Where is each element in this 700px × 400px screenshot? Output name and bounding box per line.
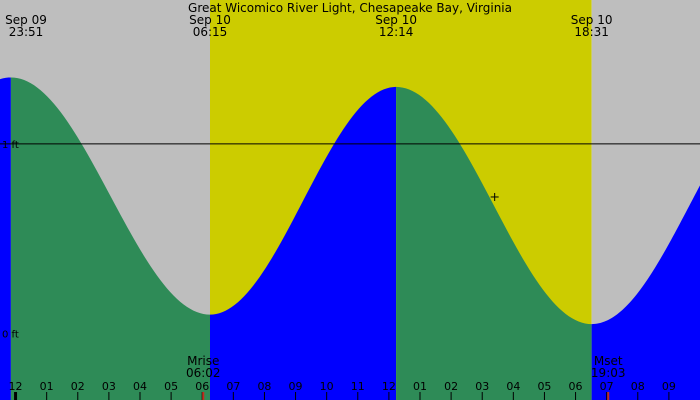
- y-tick-label: 0 ft: [2, 330, 19, 341]
- extreme-date-label: Sep 09: [5, 13, 47, 27]
- falling-tide-segment: [10, 77, 211, 400]
- rising-tide-segment: [591, 185, 700, 400]
- x-tick-label: 06: [195, 380, 209, 393]
- x-tick-label: 08: [631, 380, 645, 393]
- moon-event-label: Mrise: [187, 354, 219, 368]
- x-tick-label: 12: [9, 380, 23, 393]
- rising-tide-segment: [0, 77, 11, 400]
- moon-event-marker: [202, 392, 205, 400]
- x-tick-label: 02: [71, 380, 85, 393]
- x-tick-label: 09: [662, 380, 676, 393]
- y-tick-label: 1 ft: [2, 140, 19, 151]
- x-tick-label: 05: [537, 380, 551, 393]
- x-tick-label: 12: [382, 380, 396, 393]
- moon-event-time: 19:03: [591, 366, 626, 380]
- extreme-date-label: Sep 10: [571, 13, 613, 27]
- x-tick-label: 03: [475, 380, 489, 393]
- chart-header: Great Wicomico River Light, Chesapeake B…: [5, 1, 612, 39]
- current-level-marker: [490, 192, 499, 201]
- extreme-time-label: 23:51: [9, 25, 44, 39]
- chart-title: Great Wicomico River Light, Chesapeake B…: [188, 1, 512, 15]
- x-tick-label: 07: [600, 380, 614, 393]
- x-tick-label: 06: [569, 380, 583, 393]
- extreme-date-label: Sep 10: [375, 13, 417, 27]
- extreme-time-label: 06:15: [193, 25, 228, 39]
- x-tick-label: 04: [133, 380, 147, 393]
- x-tick-label: 01: [413, 380, 427, 393]
- extreme-time-label: 12:14: [379, 25, 414, 39]
- x-tick-label: 04: [506, 380, 520, 393]
- falling-tide-segment: [396, 86, 592, 400]
- y-axis-labels: 1 ft 0 ft: [2, 140, 19, 341]
- moon-event-time: 06:02: [186, 366, 221, 380]
- moon-event-marker: [607, 392, 610, 400]
- x-tick-label: 08: [257, 380, 271, 393]
- moon-event-label: Mset: [594, 354, 623, 368]
- x-axis: 12 01 02 03 04 05 06 07 08 09 10 11 12 01 02 03 04 05 06 07…: [9, 380, 676, 400]
- extreme-time-label: 18:31: [574, 25, 609, 39]
- extreme-date-label: Sep 10: [189, 13, 231, 27]
- rising-tide-segment: [210, 86, 397, 400]
- x-tick-label: 02: [444, 380, 458, 393]
- x-tick-label: 01: [40, 380, 54, 393]
- x-tick-label: 07: [226, 380, 240, 393]
- tide-area: [0, 77, 700, 400]
- x-tick-label: 10: [320, 380, 334, 393]
- x-tick-label: 03: [102, 380, 116, 393]
- x-tick-label: 11: [351, 380, 365, 393]
- x-tick-label: 09: [289, 380, 303, 393]
- x-tick-label: 05: [164, 380, 178, 393]
- midnight-marker: [14, 392, 18, 400]
